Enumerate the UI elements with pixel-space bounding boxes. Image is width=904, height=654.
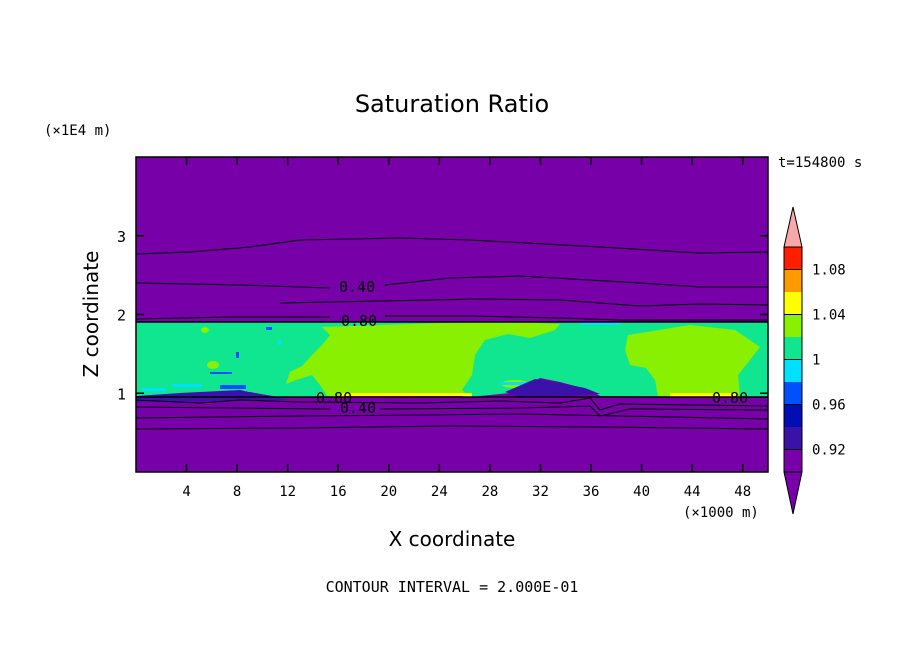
colorbar-tick-label: 0.92 bbox=[812, 443, 846, 459]
speckle bbox=[142, 388, 166, 391]
colorbar-tick-label: 1.04 bbox=[812, 308, 846, 324]
colorbar-bin bbox=[784, 404, 802, 427]
lower-dry-fringe bbox=[505, 379, 600, 397]
contour-lines bbox=[136, 237, 768, 430]
contour-line bbox=[136, 237, 768, 255]
z-tick-label: 2 bbox=[117, 307, 126, 325]
speckle bbox=[500, 382, 530, 385]
z-axis: 1 2 3 bbox=[117, 228, 768, 403]
colorbar-bin bbox=[784, 337, 802, 360]
lower-dry-fringe bbox=[136, 390, 290, 402]
speckle bbox=[172, 384, 202, 387]
colorbar-min-arrow bbox=[783, 471, 803, 515]
colorbar-tick-label: 0.96 bbox=[812, 398, 846, 414]
x-tick-label: 28 bbox=[481, 484, 498, 500]
contour-line bbox=[136, 425, 768, 430]
x-unit-label: (×1000 m) bbox=[683, 505, 759, 521]
contour-label: 0.80 bbox=[712, 389, 748, 407]
supersaturated-patch bbox=[207, 361, 219, 369]
plot-area: 0.40 0.80 0.80 0.80 0.40 bbox=[136, 157, 768, 472]
colorbar-bin bbox=[784, 382, 802, 405]
contour-label: 0.40 bbox=[339, 278, 375, 296]
x-tick-label: 24 bbox=[431, 484, 448, 500]
subsaturated-speckles bbox=[142, 322, 620, 391]
z-axis-label: Z coordinate bbox=[79, 251, 103, 378]
z-unit-label: (×1E4 m) bbox=[44, 123, 111, 139]
x-tick-label: 36 bbox=[583, 484, 600, 500]
contour-interval-footer: CONTOUR INTERVAL = 2.000E-01 bbox=[326, 578, 579, 596]
x-tick-label: 4 bbox=[182, 484, 190, 500]
contour-label-group: 0.40 0.80 0.80 0.80 0.40 bbox=[316, 278, 748, 417]
high-supersaturation-strip bbox=[340, 393, 472, 397]
contour-line bbox=[136, 397, 768, 411]
colorbar-bin bbox=[784, 247, 802, 270]
contour-line bbox=[136, 405, 768, 417]
high-supersaturation-strip bbox=[670, 393, 736, 397]
colorbar-tick-label: 1 bbox=[812, 353, 820, 369]
x-tick-label: 12 bbox=[279, 484, 296, 500]
contour-line bbox=[279, 298, 768, 307]
z-tick-label: 1 bbox=[117, 385, 126, 403]
colorbar-bin bbox=[784, 314, 802, 337]
x-axis-label: X coordinate bbox=[389, 527, 516, 551]
x-tick-label: 20 bbox=[380, 484, 397, 500]
x-tick-label: 48 bbox=[734, 484, 751, 500]
supersaturated-region bbox=[625, 325, 760, 397]
contour-label: 0.40 bbox=[340, 399, 376, 417]
x-tick-label: 8 bbox=[233, 484, 241, 500]
colorbar-bin bbox=[784, 269, 802, 292]
colorbar-bin bbox=[784, 449, 802, 472]
x-tick-label: 40 bbox=[633, 484, 650, 500]
speckle bbox=[278, 340, 281, 345]
x-axis: 4 8 12 16 20 24 28 32 36 40 44 48 bbox=[182, 157, 751, 500]
speckle bbox=[266, 327, 272, 330]
time-label: t=154800 s bbox=[778, 155, 862, 171]
x-tick-label: 44 bbox=[684, 484, 701, 500]
colorbar: 0.92 0.96 1 1.04 1.08 bbox=[783, 206, 846, 515]
colorbar-max-arrow bbox=[783, 206, 803, 248]
cloud-patch bbox=[576, 339, 610, 365]
colorbar-bin bbox=[784, 427, 802, 450]
contour-line bbox=[136, 315, 768, 321]
chart-title: Saturation Ratio bbox=[355, 90, 549, 118]
contour-label: 0.80 bbox=[316, 389, 352, 407]
x-tick-label: 32 bbox=[532, 484, 549, 500]
colorbar-tick-label: 1.08 bbox=[812, 263, 846, 279]
colorbar-bin bbox=[784, 292, 802, 315]
contour-label-background bbox=[337, 278, 379, 294]
supersaturated-region bbox=[286, 322, 560, 397]
speckle bbox=[236, 352, 239, 358]
contour-line bbox=[136, 275, 768, 289]
speckle bbox=[210, 372, 232, 374]
colorbar-bin bbox=[784, 359, 802, 382]
contour-label: 0.80 bbox=[341, 312, 377, 330]
contour-line bbox=[136, 413, 768, 420]
x-tick-label: 16 bbox=[330, 484, 347, 500]
z-tick-label: 3 bbox=[117, 228, 126, 246]
supersaturated-patch bbox=[201, 327, 209, 333]
speckle bbox=[580, 322, 620, 325]
speckle bbox=[220, 385, 246, 389]
